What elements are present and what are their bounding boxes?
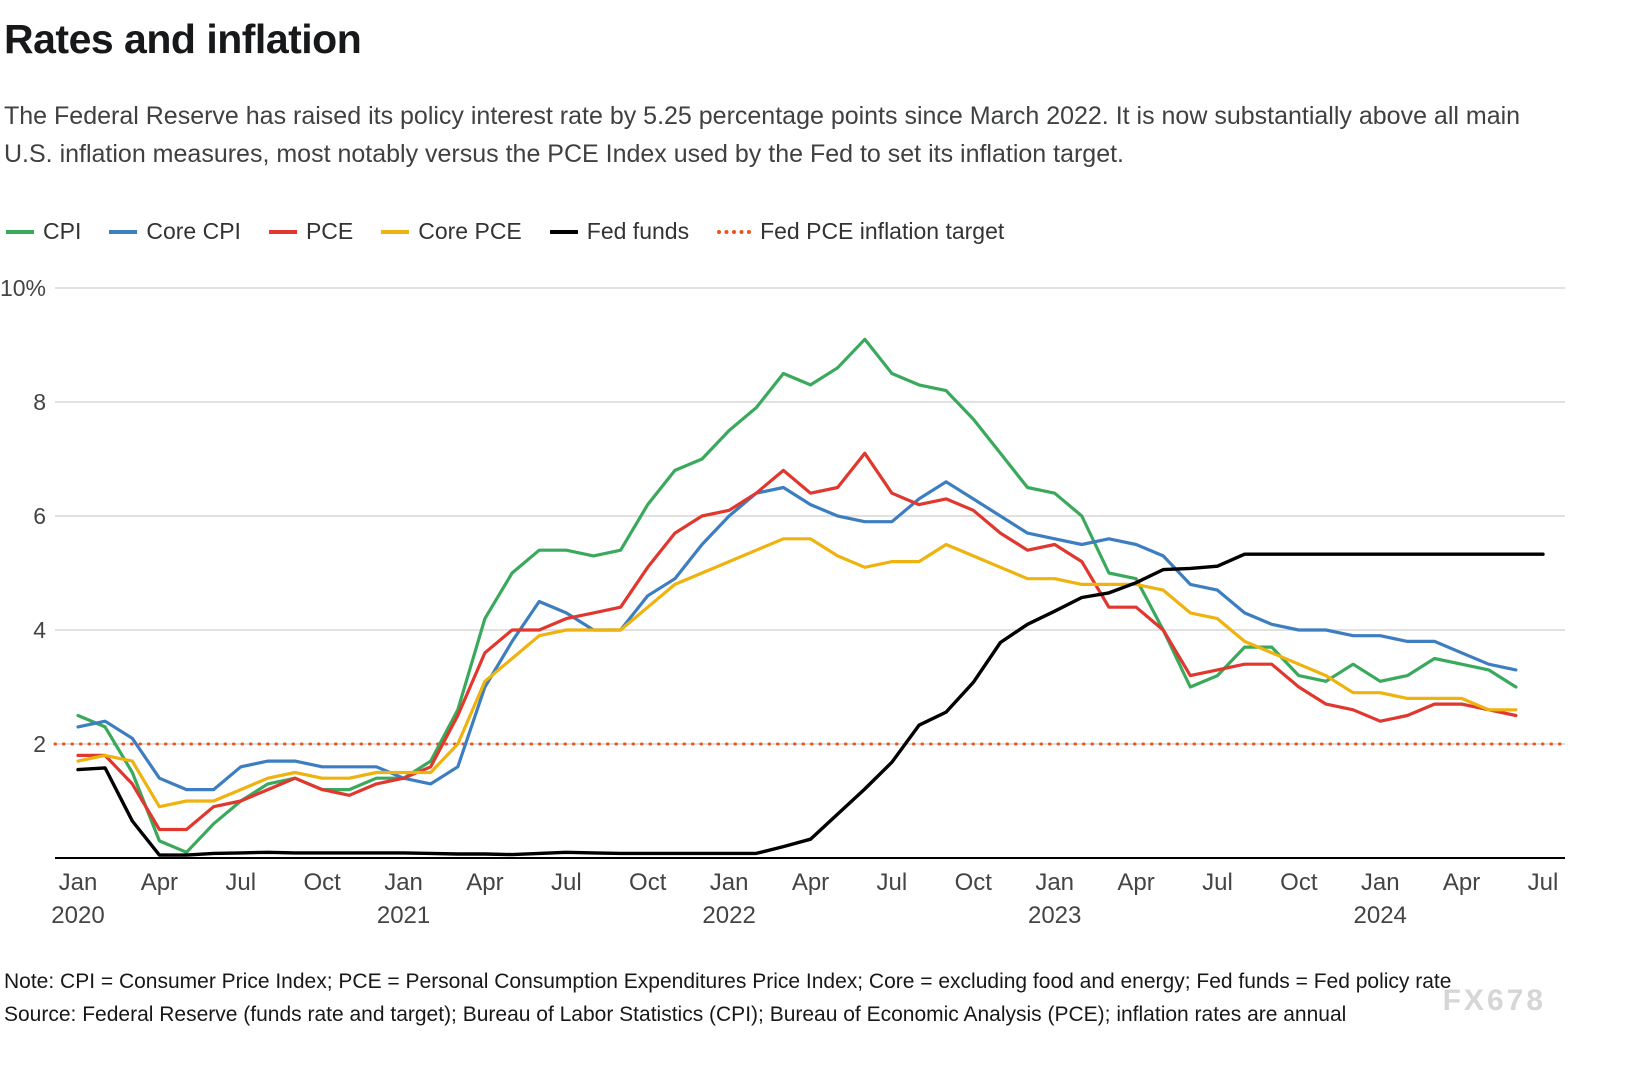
legend-label: PCE: [305, 218, 354, 244]
legend-swatch-core-cpi: [109, 229, 138, 234]
line-chart: 2 4 6 8 10% Jan 2020 Apr Jul Oct Jan 2021 Apr Jul Oct J…: [0, 275, 1567, 929]
legend-label: Core CPI: [146, 218, 241, 244]
legend-label: Fed funds: [586, 218, 690, 244]
x-tick-label: Jan: [710, 869, 749, 896]
y-tick-label: 6: [33, 503, 46, 529]
series-fed-funds: [76, 552, 1545, 857]
x-tick-label: Jul: [551, 869, 582, 896]
legend-swatch-core-pce: [381, 229, 410, 234]
y-tick-label: 8: [33, 389, 46, 415]
x-tick-label: Jul: [225, 869, 256, 896]
x-tick-label: Apr: [466, 869, 503, 896]
legend-label: Fed PCE inflation target: [760, 218, 1005, 244]
watermark: FX678: [1442, 984, 1546, 1017]
x-year-label: 2021: [377, 902, 430, 929]
legend-item-pce: PCE: [268, 218, 354, 245]
x-tick-label: Oct: [303, 869, 341, 896]
series-core-pce: [76, 537, 1518, 809]
chart-source: Source: Federal Reserve (funds rate and …: [4, 1003, 1347, 1026]
x-tick-label: Jan: [59, 869, 98, 896]
legend-swatch-fed-pce-inflation-target: [717, 229, 752, 234]
series-cpi: [76, 337, 1518, 854]
x-tick-label: Jan: [1035, 869, 1074, 896]
x-tick-label: Apr: [1443, 869, 1480, 896]
series-core-cpi: [76, 480, 1518, 792]
y-tick-label: 2: [33, 731, 46, 757]
x-tick-label: Oct: [629, 869, 667, 896]
x-tick-label: Jul: [877, 869, 908, 896]
series-pce: [76, 451, 1518, 832]
x-tick-label: Apr: [792, 869, 829, 896]
legend-swatch-cpi: [6, 229, 34, 234]
x-tick-label: Apr: [1117, 869, 1154, 896]
legend-item-fed-pce-inflation-target: Fed PCE inflation target: [717, 218, 1004, 245]
x-year-label: 2024: [1354, 902, 1407, 929]
chart-note: Note: CPI = Consumer Price Index; PCE = …: [4, 970, 1452, 993]
legend-item-cpi: CPI: [6, 218, 81, 245]
y-tick-label: 4: [33, 617, 46, 643]
x-tick-label: Oct: [955, 869, 993, 896]
x-tick-label: Jul: [1528, 869, 1559, 896]
page-title: Rates and inflation: [4, 16, 362, 62]
x-year-label: 2023: [1028, 902, 1081, 929]
legend-label: Core PCE: [418, 218, 522, 244]
x-year-label: 2020: [51, 902, 104, 929]
x-tick-label: Jan: [384, 869, 423, 896]
legend-item-core-pce: Core PCE: [381, 218, 522, 245]
legend-label: CPI: [43, 218, 82, 244]
legend-swatch-pce: [268, 229, 297, 234]
x-tick-label: Jul: [1202, 869, 1233, 896]
x-year-label: 2022: [702, 902, 755, 929]
legend: CPI Core CPI PCE Core PCE Fed funds Fed PCE i…: [6, 218, 1004, 245]
legend-item-core-cpi: Core CPI: [109, 218, 241, 245]
x-tick-label: Jan: [1361, 869, 1400, 896]
legend-swatch-fed-funds: [549, 229, 578, 234]
chart-subtitle: The Federal Reserve has raised its polic…: [4, 102, 1521, 168]
x-tick-label: Apr: [141, 869, 178, 896]
x-tick-label: Oct: [1280, 869, 1318, 896]
y-tick-label: 10%: [0, 275, 46, 301]
legend-item-fed-funds: Fed funds: [549, 218, 690, 245]
